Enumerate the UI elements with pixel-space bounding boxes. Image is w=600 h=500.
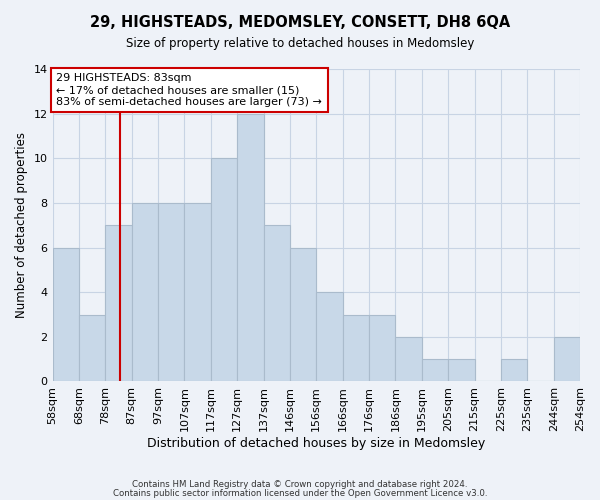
Bar <box>316 292 343 382</box>
Bar <box>237 114 263 382</box>
Bar <box>554 337 580 382</box>
Bar <box>448 359 475 382</box>
Bar <box>131 203 158 382</box>
Text: 29 HIGHSTEADS: 83sqm
← 17% of detached houses are smaller (15)
83% of semi-detac: 29 HIGHSTEADS: 83sqm ← 17% of detached h… <box>56 74 322 106</box>
X-axis label: Distribution of detached houses by size in Medomsley: Distribution of detached houses by size … <box>147 437 485 450</box>
Bar <box>501 359 527 382</box>
Bar <box>395 337 422 382</box>
Bar <box>105 225 131 382</box>
Bar <box>263 225 290 382</box>
Bar <box>343 314 369 382</box>
Bar <box>79 314 105 382</box>
Bar <box>53 248 79 382</box>
Bar <box>158 203 184 382</box>
Bar <box>369 314 395 382</box>
Bar <box>211 158 237 382</box>
Text: Contains HM Land Registry data © Crown copyright and database right 2024.: Contains HM Land Registry data © Crown c… <box>132 480 468 489</box>
Bar <box>184 203 211 382</box>
Bar <box>422 359 448 382</box>
Text: Contains public sector information licensed under the Open Government Licence v3: Contains public sector information licen… <box>113 489 487 498</box>
Y-axis label: Number of detached properties: Number of detached properties <box>15 132 28 318</box>
Text: 29, HIGHSTEADS, MEDOMSLEY, CONSETT, DH8 6QA: 29, HIGHSTEADS, MEDOMSLEY, CONSETT, DH8 … <box>90 15 510 30</box>
Bar <box>290 248 316 382</box>
Text: Size of property relative to detached houses in Medomsley: Size of property relative to detached ho… <box>126 38 474 51</box>
